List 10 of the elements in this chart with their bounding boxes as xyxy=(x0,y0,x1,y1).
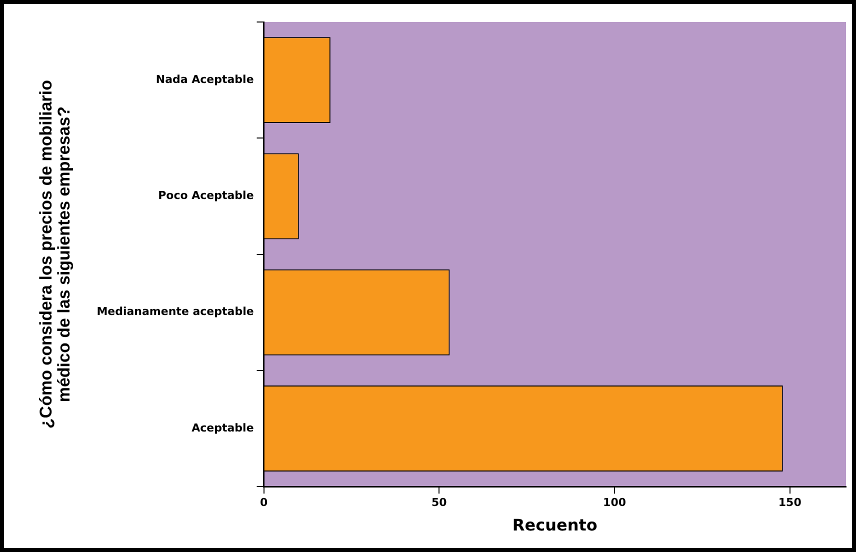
y-tick-label: Aceptable xyxy=(192,421,254,434)
x-tick-label: 100 xyxy=(603,496,626,510)
x-tick-label: 50 xyxy=(432,496,448,510)
x-axis-title: Recuento xyxy=(512,516,598,535)
x-tick-label: 0 xyxy=(260,496,268,510)
x-tick-label: 150 xyxy=(778,496,802,510)
y-tick-label: Poco Aceptable xyxy=(158,189,254,202)
y-axis-title: ¿Cómo considera los precios de mobiliario médico de las siguientes empresas? xyxy=(36,80,74,429)
y-tick-label: Medianamente aceptable xyxy=(96,305,254,318)
y-tick-label: Nada Aceptable xyxy=(156,72,254,86)
